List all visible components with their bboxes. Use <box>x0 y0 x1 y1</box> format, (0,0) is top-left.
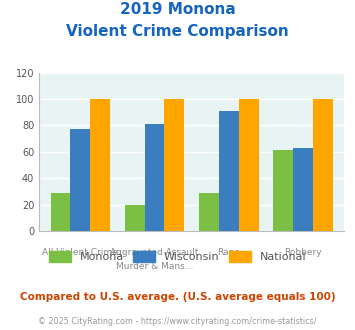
Bar <box>273 150 293 231</box>
Text: Murder & Mans...: Murder & Mans... <box>116 262 193 271</box>
Bar <box>199 193 219 231</box>
Bar <box>145 124 164 231</box>
Bar <box>219 111 239 231</box>
Text: Rape: Rape <box>217 248 240 257</box>
Text: All Violent Crime: All Violent Crime <box>43 248 118 257</box>
Bar <box>90 99 110 231</box>
Text: 2019 Monona: 2019 Monona <box>120 2 235 16</box>
Text: Aggravated Assault: Aggravated Assault <box>110 248 199 257</box>
Text: Robbery: Robbery <box>284 248 322 257</box>
Bar <box>51 193 70 231</box>
Bar <box>125 205 145 231</box>
Text: Violent Crime Comparison: Violent Crime Comparison <box>66 24 289 39</box>
Text: © 2025 CityRating.com - https://www.cityrating.com/crime-statistics/: © 2025 CityRating.com - https://www.city… <box>38 317 317 326</box>
Bar <box>70 129 90 231</box>
Legend: Monona, Wisconsin, National: Monona, Wisconsin, National <box>44 247 311 267</box>
Bar <box>313 99 333 231</box>
Bar <box>164 99 184 231</box>
Bar <box>239 99 258 231</box>
Text: Compared to U.S. average. (U.S. average equals 100): Compared to U.S. average. (U.S. average … <box>20 292 335 302</box>
Bar <box>293 148 313 231</box>
